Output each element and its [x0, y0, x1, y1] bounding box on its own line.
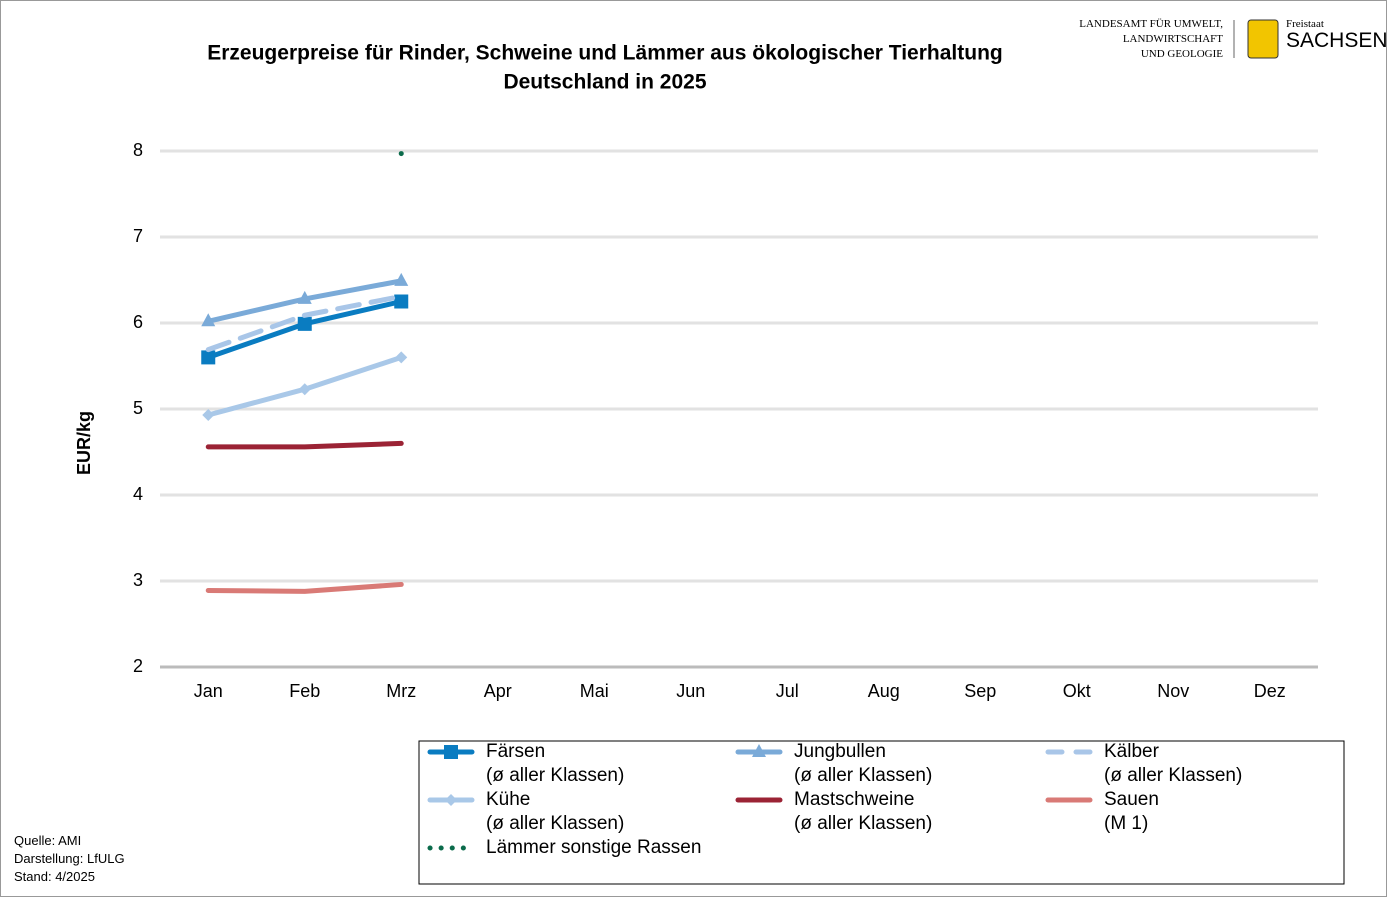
y-tick-label: 4: [133, 484, 143, 504]
point-marker: [395, 351, 408, 364]
x-tick-label: Jun: [676, 681, 705, 701]
y-axis-label: EUR/kg: [74, 411, 94, 475]
x-tick-label: Dez: [1254, 681, 1286, 701]
x-tick-label: Mai: [580, 681, 609, 701]
legend-marker: [444, 745, 458, 759]
legend-box: [418, 740, 1345, 885]
y-tick-label: 2: [133, 656, 143, 676]
legend-label: Jungbullen (ø aller Klassen): [794, 741, 933, 786]
logo-shield: [1247, 19, 1279, 59]
legend-label: Sauen (M 1): [1104, 789, 1159, 834]
legend-label: Färsen (ø aller Klassen): [486, 741, 625, 786]
chart-subtitle: Deutschland in 2025: [503, 71, 706, 94]
point-marker: [394, 272, 409, 286]
legend-marker: [752, 744, 766, 757]
y-tick-label: 8: [133, 140, 143, 160]
point-marker: [201, 313, 216, 327]
point-marker: [394, 294, 409, 309]
x-tick-label: Feb: [289, 681, 320, 701]
x-tick-label: Apr: [484, 681, 512, 701]
y-tick-label: 3: [133, 570, 143, 590]
series-line: [205, 581, 404, 594]
logo-agency: LANDESAMT FÜR UMWELT, LANDWIRTSCHAFT UND…: [1079, 18, 1223, 60]
x-tick-label: Aug: [868, 681, 900, 701]
logo-state: SACHSEN: [1286, 29, 1387, 52]
legend-label: Kälber (ø aller Klassen): [1104, 741, 1243, 786]
series-line: [205, 293, 404, 353]
chart-title: Erzeugerpreise für Rinder, Schweine und …: [207, 42, 1002, 65]
legend-marker: [445, 794, 457, 806]
y-tick-label: 7: [133, 226, 143, 246]
x-tick-label: Okt: [1063, 681, 1091, 701]
x-tick-label: Mrz: [386, 681, 416, 701]
x-tick-label: Jul: [776, 681, 799, 701]
footer-credit: Darstellung: LfULG: [14, 851, 125, 866]
x-tick-label: Sep: [964, 681, 996, 701]
logo-state-small: Freistaat: [1286, 18, 1324, 30]
legend-label: Lämmer sonstige Rassen: [486, 837, 702, 858]
y-tick-label: 6: [133, 312, 143, 332]
x-tick-label: Nov: [1157, 681, 1189, 701]
footer-date: Stand: 4/2025: [14, 869, 95, 884]
point-marker: [297, 290, 312, 304]
legend-label: Kühe (ø aller Klassen): [486, 789, 625, 834]
y-tick-label: 5: [133, 398, 143, 418]
point-marker: [201, 350, 216, 365]
point-marker: [398, 151, 404, 157]
point-marker: [297, 316, 312, 331]
x-tick-label: Jan: [194, 681, 223, 701]
point-marker: [202, 409, 215, 422]
series-line: [205, 440, 404, 450]
footer-source: Quelle: AMI: [14, 833, 82, 848]
legend-label: Mastschweine (ø aller Klassen): [794, 789, 933, 834]
point-marker: [298, 383, 311, 396]
